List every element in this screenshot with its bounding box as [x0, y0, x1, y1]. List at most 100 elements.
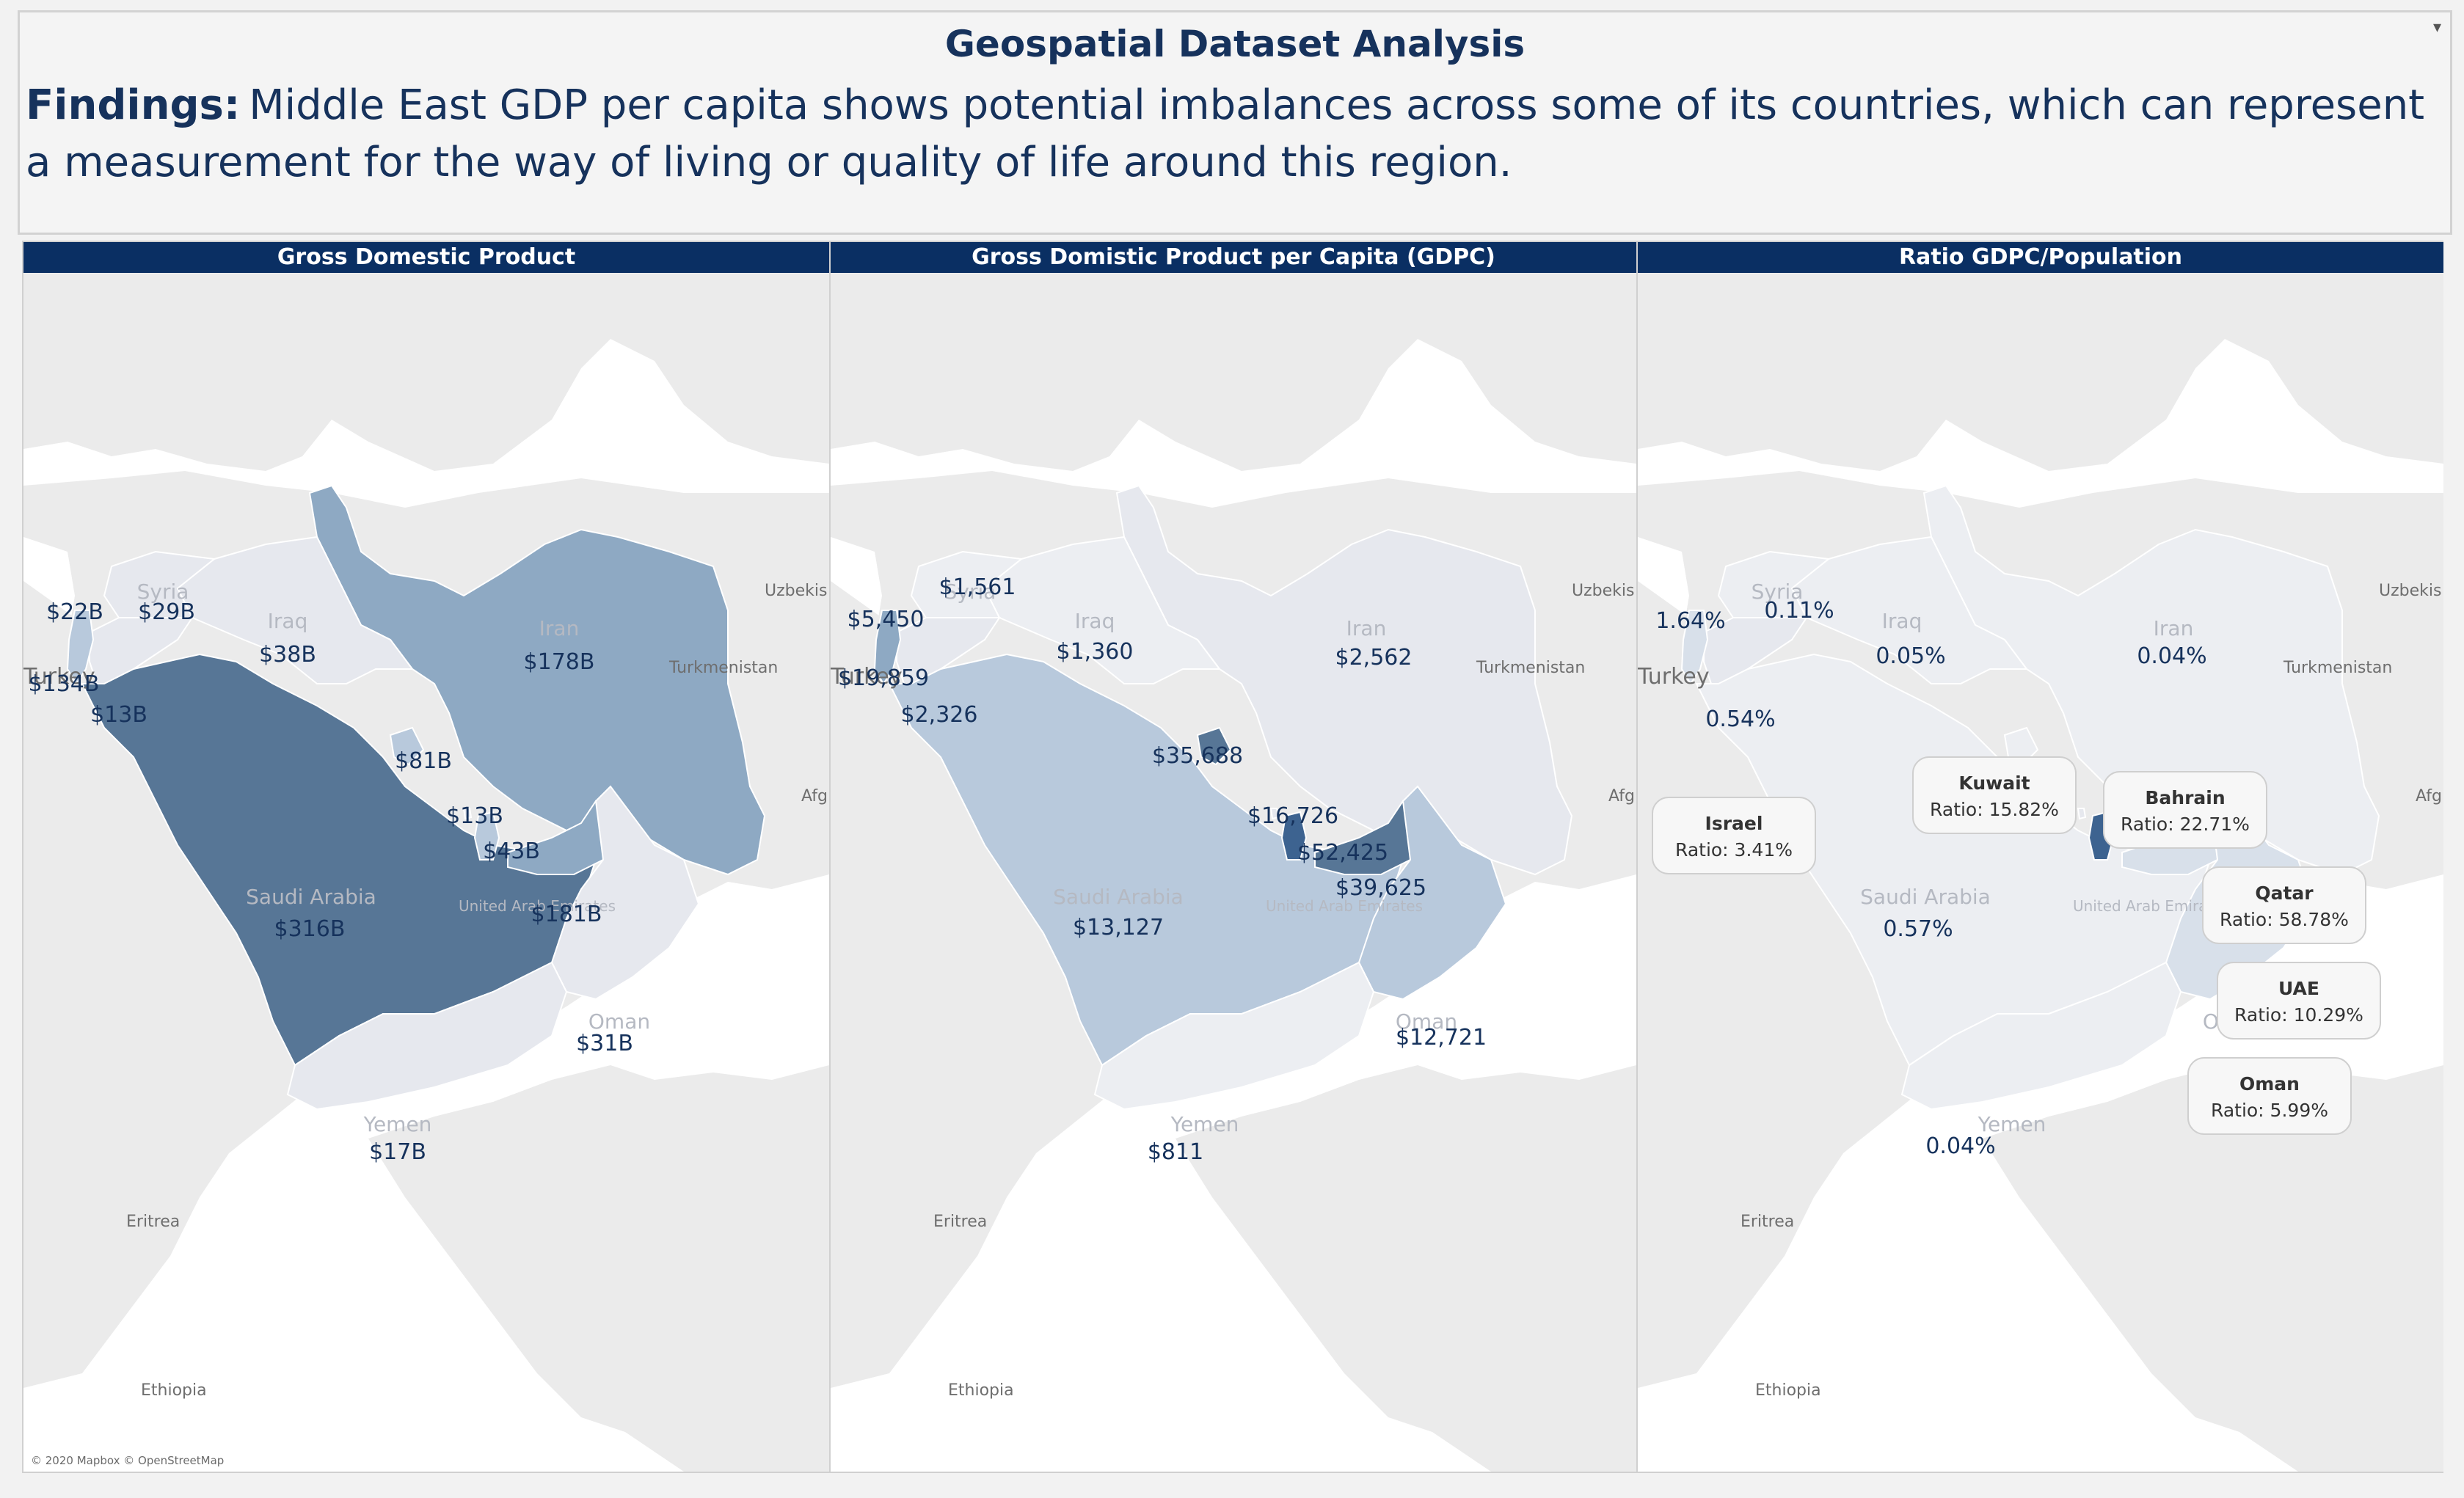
tooltip-name: Oman — [2239, 1073, 2300, 1095]
tooltip-uae[interactable]: UAE Ratio: 10.29% — [2217, 962, 2381, 1040]
country-name-yemen: Yemen — [1170, 1112, 1239, 1136]
land-shape — [1638, 581, 1946, 1388]
country-jordan[interactable] — [896, 617, 1001, 684]
tooltip-name: Israel — [1705, 813, 1763, 834]
ratio-map[interactable]: Turkey Uzbekis Turkmenistan Afg Eritrea Ethio… — [1638, 273, 2443, 1472]
basemap-label-turkey: Turkey — [831, 664, 903, 690]
tooltip-ratio: Ratio: 22.71% — [2121, 814, 2250, 835]
findings-label: Findings: — [26, 81, 241, 129]
country-oman[interactable] — [550, 785, 700, 1001]
country-bahrain[interactable] — [2077, 808, 2087, 820]
tooltip-oman[interactable]: Oman Ratio: 5.99% — [2187, 1057, 2352, 1135]
country-name-yemen: Yemen — [363, 1112, 432, 1136]
map-dashboard: Gross Domestic Product Turkey Uzbekis Turk… — [22, 241, 2443, 1473]
basemap-label-ethiopia: Ethiopia — [1755, 1381, 1821, 1400]
basemap-label-ethiopia: Ethiopia — [141, 1381, 207, 1400]
land-shape — [831, 273, 1636, 471]
country-israel[interactable] — [1680, 610, 1709, 685]
land-shape — [1983, 1065, 2443, 1472]
value-label-saudi: $316B — [274, 916, 346, 942]
country-name-oman: Oman — [588, 1009, 650, 1034]
basemap-label-eritrea: Eritrea — [126, 1213, 180, 1231]
tooltip-qatar[interactable]: Qatar Ratio: 58.78% — [2202, 866, 2366, 944]
value-label-iraq: $38B — [259, 642, 316, 668]
tooltip-name: Bahrain — [2145, 787, 2225, 808]
basemap-label-turkey: Turkey — [23, 664, 95, 690]
country-name-iran: Iran — [539, 616, 580, 640]
basemap-label-afg: Afg — [2416, 787, 2442, 805]
basemap-label-uzbek: Uzbekis — [2379, 582, 2441, 600]
basemap-label-turkey: Turkey — [1638, 664, 1710, 690]
value-label-yemen: $811 — [1148, 1139, 1203, 1165]
country-kuwait[interactable] — [389, 726, 425, 766]
tooltip-israel[interactable]: Israel Ratio: 3.41% — [1652, 797, 1816, 874]
country-name-uae: United Arab Emirates — [459, 897, 616, 915]
country-name-syria: Syria — [1752, 580, 1804, 604]
gdp-map-panel: Gross Domestic Product Turkey Uzbekis Turk… — [23, 242, 829, 1472]
country-oman[interactable] — [1357, 785, 1507, 1001]
country-israel[interactable] — [873, 610, 902, 685]
value-label-lebanon: $2,326 — [901, 702, 978, 728]
country-yemen[interactable] — [1900, 961, 2182, 1111]
country-name-saudi: Saudi Arabia — [1860, 885, 1991, 909]
value-label-yemen: 0.04% — [1925, 1133, 1995, 1159]
country-iraq[interactable] — [176, 536, 414, 684]
country-name-saudi: Saudi Arabia — [246, 885, 376, 909]
basemap-label-eritrea: Eritrea — [933, 1213, 987, 1231]
value-label-oman: $12,721 — [1396, 1025, 1487, 1051]
value-label-saudi: 0.57% — [1883, 916, 1953, 942]
panel-title-ratio: Ratio GDPC/Population — [1638, 242, 2443, 273]
value-label-bahrain: $13B — [446, 803, 503, 829]
value-label-israel: 1.64% — [1655, 608, 1725, 634]
value-label-iraq: $1,360 — [1057, 639, 1134, 665]
value-label-uae: $39,625 — [1335, 875, 1426, 901]
country-kuwait[interactable] — [1196, 726, 1232, 766]
tooltip-name: Kuwait — [1958, 772, 2030, 794]
basemap-label-uzbek: Uzbekis — [1572, 582, 1634, 600]
basemap-label-turkmen: Turkmenistan — [1476, 659, 1585, 677]
value-label-saudi: $13,127 — [1073, 915, 1164, 940]
country-iraq[interactable] — [1790, 536, 2028, 684]
land-shape — [831, 581, 1139, 1388]
country-jordan[interactable] — [1703, 617, 1808, 684]
value-label-lebanon: 0.54% — [1705, 706, 1775, 732]
value-label-uae: $181B — [531, 902, 602, 927]
tooltip-bahrain[interactable]: Bahrain Ratio: 22.71% — [2103, 771, 2267, 849]
country-yemen[interactable] — [286, 961, 568, 1111]
gdp-map[interactable]: Turkey Uzbekis Turkmenistan Afg Eritrea Ethio… — [23, 273, 829, 1472]
country-name-uae: United Arab Emirates — [1266, 897, 1423, 915]
gdpc-map[interactable]: Turkey Uzbekis Turkmenistan Afg Eritrea Ethio… — [831, 273, 1636, 1472]
basemap-label-turkmen: Turkmenistan — [668, 659, 778, 677]
country-qatar[interactable] — [1280, 811, 1308, 861]
country-qatar[interactable] — [473, 811, 500, 861]
panel-divider — [829, 242, 831, 1472]
country-name-syria: Syria — [944, 580, 996, 604]
land-shape — [23, 273, 829, 471]
country-name-iraq: Iraq — [268, 609, 308, 633]
country-jordan[interactable] — [89, 617, 194, 684]
land-shape — [1175, 1065, 1636, 1472]
country-name-iraq: Iraq — [1882, 609, 1922, 633]
land-shape — [23, 581, 332, 1388]
value-label-qatar: $43B — [483, 838, 540, 864]
value-label-iran: 0.04% — [2137, 643, 2206, 669]
value-label-lebanon: $13B — [90, 702, 147, 728]
chevron-down-icon[interactable]: ▾ — [2432, 18, 2441, 37]
panel-divider — [1636, 242, 1638, 1472]
value-label-yemen: $17B — [369, 1139, 426, 1165]
country-yemen[interactable] — [1093, 961, 1375, 1111]
dashboard-title: Geospatial Dataset Analysis — [944, 23, 1526, 65]
country-bahrain[interactable] — [462, 808, 473, 820]
basemap-label-turkmen: Turkmenistan — [2283, 659, 2392, 677]
country-bahrain[interactable] — [1269, 808, 1280, 820]
country-name-syria: Syria — [137, 580, 189, 604]
country-israel[interactable] — [66, 610, 95, 685]
value-label-iran: $2,562 — [1335, 645, 1413, 671]
value-label-bahrain: $16,726 — [1247, 803, 1338, 829]
map-attribution: © 2020 Mapbox © OpenStreetMap — [31, 1454, 225, 1467]
tooltip-kuwait[interactable]: Kuwait Ratio: 15.82% — [1912, 756, 2077, 834]
tooltip-ratio: Ratio: 3.41% — [1675, 839, 1793, 861]
country-iraq[interactable] — [983, 536, 1221, 684]
tooltip-ratio: Ratio: 15.82% — [1930, 799, 2059, 820]
country-name-yemen: Yemen — [1978, 1112, 2046, 1136]
